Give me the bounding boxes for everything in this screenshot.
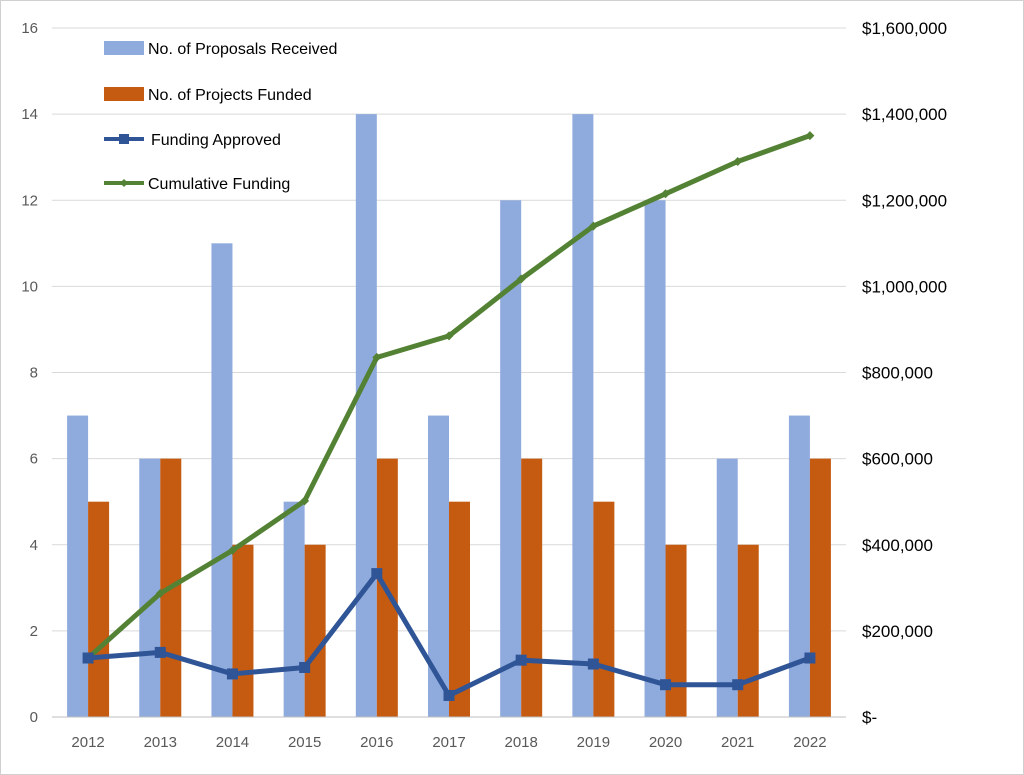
point-cumulative-funding — [444, 331, 454, 341]
x-tick-label: 2019 — [577, 734, 610, 751]
bar-proposals-received — [428, 415, 449, 717]
bar-proposals-received — [355, 114, 377, 717]
bar-proposals-received — [716, 458, 738, 717]
bar-projects-funded — [232, 544, 254, 717]
point-cumulative-funding — [300, 496, 310, 506]
y-right-tick-label: $800,000 — [862, 364, 933, 383]
bar-projects-funded — [449, 501, 470, 717]
legend-label-funded: No. of Projects Funded — [148, 87, 312, 104]
point-funding-approved — [82, 652, 94, 664]
legend: No. of Proposals Received No. of Project… — [104, 41, 337, 193]
bar-proposals-received — [644, 200, 666, 717]
point-funding-approved — [587, 658, 599, 670]
point-funding-approved — [443, 689, 455, 701]
x-tick-label: 2012 — [71, 734, 104, 751]
x-tick-label: 2014 — [216, 734, 249, 751]
right-axis-ticks: $- $200,000 $400,000 $600,000 $800,000 $1,000… — [862, 19, 947, 727]
legend-swatch-funded — [104, 87, 144, 101]
bar-proposals-received — [572, 114, 594, 717]
y-right-tick-label: $200,000 — [862, 622, 933, 641]
y-right-tick-label: $1,000,000 — [862, 277, 947, 296]
x-tick-label: 2021 — [721, 734, 754, 751]
bar-series — [67, 114, 831, 717]
point-cumulative-funding — [516, 274, 526, 284]
y-left-tick-label: 4 — [30, 537, 38, 554]
point-cumulative-funding — [805, 131, 815, 141]
legend-marker-funding-approved — [119, 134, 129, 144]
point-funding-approved — [804, 652, 816, 664]
bar-projects-funded — [88, 501, 110, 717]
point-funding-approved — [154, 646, 166, 658]
y-left-tick-label: 12 — [21, 192, 38, 209]
x-tick-label: 2022 — [793, 734, 826, 751]
point-cumulative-funding — [227, 545, 237, 555]
legend-swatch-proposals — [104, 41, 144, 55]
bar-proposals-received — [67, 415, 89, 717]
point-funding-approved — [515, 654, 527, 666]
y-left-tick-label: 8 — [30, 365, 38, 382]
y-left-tick-label: 6 — [30, 451, 38, 468]
y-left-tick-label: 14 — [21, 106, 38, 123]
y-left-tick-label: 0 — [30, 709, 38, 726]
point-funding-approved — [732, 679, 744, 691]
bar-proposals-received — [139, 458, 161, 717]
y-left-tick-label: 10 — [21, 278, 38, 295]
x-axis-ticks: 2012 2013 2014 2015 2016 2017 2018 2019 2020 2021… — [71, 734, 826, 751]
bar-projects-funded — [593, 501, 615, 717]
x-tick-label: 2018 — [504, 734, 537, 751]
point-cumulative-funding — [733, 156, 743, 166]
x-tick-label: 2013 — [144, 734, 177, 751]
bar-projects-funded — [521, 458, 543, 717]
x-tick-label: 2020 — [649, 734, 682, 751]
bar-projects-funded — [737, 544, 759, 717]
line-series — [82, 131, 816, 701]
legend-label-funding-approved: Funding Approved — [151, 132, 281, 149]
point-cumulative-funding — [661, 189, 671, 199]
left-axis-ticks: 0 2 4 6 8 10 12 14 16 — [21, 20, 38, 726]
x-tick-label: 2017 — [432, 734, 465, 751]
y-left-tick-label: 2 — [30, 623, 38, 640]
point-cumulative-funding — [588, 221, 598, 231]
bar-proposals-received — [211, 243, 233, 717]
point-cumulative-funding — [372, 352, 382, 362]
y-left-tick-label: 16 — [21, 20, 38, 37]
point-cumulative-funding — [155, 588, 165, 598]
x-tick-label: 2015 — [288, 734, 321, 751]
y-right-tick-label: $1,200,000 — [862, 191, 947, 210]
point-funding-approved — [299, 661, 311, 673]
legend-label-cumulative: Cumulative Funding — [148, 176, 290, 193]
x-tick-label: 2016 — [360, 734, 393, 751]
legend-label-proposals: No. of Proposals Received — [148, 41, 337, 58]
y-right-tick-label: $600,000 — [862, 450, 933, 469]
bar-projects-funded — [304, 544, 326, 717]
y-right-tick-label: $1,400,000 — [862, 105, 947, 124]
point-funding-approved — [371, 568, 383, 580]
point-funding-approved — [660, 679, 672, 691]
y-right-tick-label: $1,600,000 — [862, 19, 947, 38]
legend-marker-cumulative — [120, 179, 128, 187]
bar-projects-funded — [809, 458, 831, 717]
bar-proposals-received — [788, 415, 810, 717]
bar-proposals-received — [500, 200, 522, 717]
bar-projects-funded — [665, 544, 687, 717]
y-right-tick-label: $- — [862, 708, 877, 727]
y-right-tick-label: $400,000 — [862, 536, 933, 555]
point-funding-approved — [226, 668, 238, 680]
bar-proposals-received — [283, 501, 305, 717]
gridlines — [52, 27, 846, 632]
